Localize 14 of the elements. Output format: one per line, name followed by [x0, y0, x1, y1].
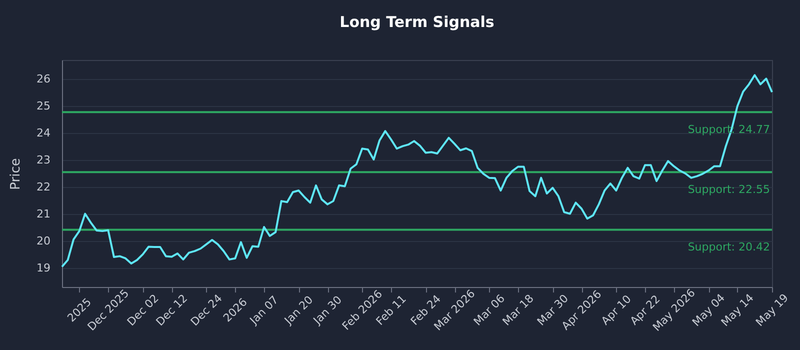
y-tick-label: 20	[36, 234, 50, 248]
y-tick-label: 26	[36, 72, 50, 86]
y-tick-label: 25	[36, 99, 50, 112]
y-tick-label: 24	[36, 126, 50, 140]
y-tick-label: 23	[36, 153, 50, 166]
x-tick-label: Jan 07	[246, 293, 281, 328]
ref-line-label: Support: 22.55	[688, 183, 770, 196]
y-tick-label: 21	[36, 208, 50, 221]
line-series	[61, 74, 773, 268]
y-tick-label: 19	[36, 262, 50, 275]
ref-line-label: Support: 20.42	[688, 240, 770, 254]
y-tick-label: 22	[36, 180, 50, 194]
chart-title: Long Term Signals	[340, 13, 494, 31]
y-axis-title: Price	[8, 158, 24, 190]
